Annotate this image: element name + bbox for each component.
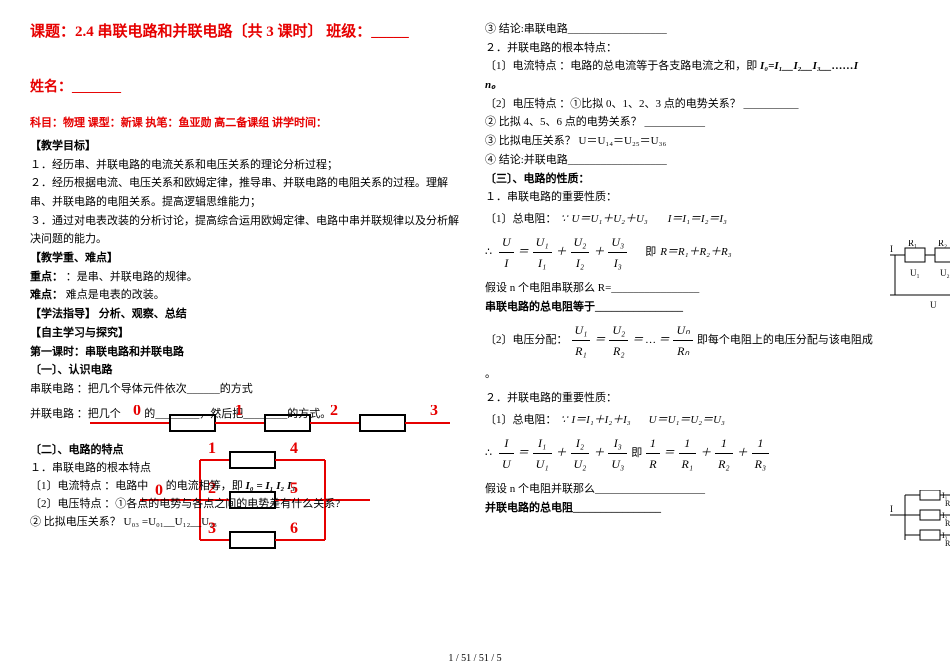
eq-series-u: U＝U₁＋U₂＋U₃ [572,210,648,229]
r-parallel-current-text: 〔1〕电流特点 ：电路的总电流等于各支路电流之和，即 [485,60,757,72]
name-line: 姓名：_______ [30,76,460,100]
emphasis-text: ：是串、并联电路的规律。 [66,271,198,283]
r-series-props: １．串联电路的重要性质： [485,188,920,207]
difficulty-text: 难点是电表的改装。 [66,289,165,301]
r-voltage-dist-label: 〔2〕电压分配： [485,331,568,350]
page-footer: 1 / 51 / 51 / 5 [0,653,950,664]
eq-par-i: I＝I₁＋I₂＋I₃ [572,411,631,430]
label-pi: I [890,504,893,514]
r-parallel-v3-text: ③ 比拟电压关系？ U＝U₁₄＝U₂₅＝U₃₆ [485,135,666,147]
r-conclusion-series: ③ 结论:串联电路__________________ [485,20,920,39]
series-current-a: 〔1〕电流特点 ：电路中 [30,480,148,492]
r-voltage-dist: 〔2〕电压分配： U₁R₁ ＝ U₂R₂ ＝ … ＝ UₙRₙ 即每个电阻上的电… [485,320,920,362]
heading-section1: 〔一〕、认识电路 [30,361,460,380]
r-parallel-v3: ③ 比拟电压关系？ U＝U₁₄＝U₂₅＝U₃₆ [485,132,920,151]
label-u1: U₁ [910,268,920,278]
label-u2: U₂ [940,268,950,278]
right-column: ③ 结论:串联电路__________________ ２．并联电路的根本特点：… [485,20,920,565]
series-current: 〔1〕电流特点 ：电路中 的电流相等，即 I₀ = I₁ I₂ I₃ [30,477,295,496]
eq-series-i: I＝I₁＝I₂＝I₃ [668,210,727,229]
series-voltage-compare: ② 比拟电压关系？ U₀₃ =U₀₁__U₁₂__U₂₃ [30,513,217,532]
series-def: 串联电路 ：把几个导体元件依次______的方式 [30,380,460,399]
difficulty-1: 难点： 难点是电表的改装。 [30,286,460,305]
r-series-total-eq: 串联电路的总电阻等于________________ [485,298,920,317]
r-parallel-derivation: ∴ IU ＝ I₁U₁ ＋ I₂U₂ ＋ I₃U₃ 即 1R ＝ 1R₁ ＋ 1… [485,433,920,475]
title-text: 课题：2.4 串联电路和并联电路〔共 3 课时〕 班级：_____ [30,24,409,40]
r-parallel-props: ２．并联电路的重要性质： [485,389,920,408]
goal-3: ３．通过对电表改装的分析讨论，提高综合运用欧姆定律、电路中串并联规律以及分析解决… [30,212,460,249]
r-parallel-current: 〔1〕电流特点 ：电路的总电流等于各支路电流之和，即 I₀=I₁__I₂__I₃… [485,57,920,76]
r-parallel-total-r: 〔1〕总电阻： ∵ I＝I₁＋I₂＋I₃ U＝U₁＝U₂＝U₃ [485,411,920,430]
emphasis-1: 重点： ：是串、并联电路的规律。 [30,268,460,287]
series-voltage: 〔2〕电压特点 ：①各点的电势与各点之间的电势差有什么关系? [30,495,340,514]
r-total-r-label: 〔1〕总电阻： [485,210,557,229]
meta-line: 科目：物理 课型：新课 执笔：鱼亚勋 高二备课组 讲学时间： [30,114,460,133]
pnode-6: 6 [290,520,298,537]
heading-emphasis: 【教学重、难点】 [30,249,460,268]
goal-2: ２．经历根据电流、电压关系和欧姆定律，推导串、并联电路的电阻关系的过程。理解串、… [30,174,460,211]
parallel-circuit-icon: I₁ I₂ I₃ R₁ R₂ R₃ I [890,490,950,570]
series-i0-eq: I₀ = I₁ I₂ I₃ [246,480,296,492]
r-parallel-current-eq: I₀=I₁__I₂__I₃__……I [760,60,858,72]
r-in: n。 [485,76,920,95]
label-r2: R₂ [938,240,947,248]
left-column: 课题：2.4 串联电路和并联电路〔共 3 课时〕 班级：_____ 姓名：___… [30,20,460,565]
node-1: 1 [235,405,243,419]
heading-method: 【学法指导】 分析、观察、总结 [30,305,460,324]
r-n-parallel: 假设 n 个电阻并联那么____________________ [485,480,920,499]
label-r1: R₁ [908,240,917,248]
pnode-4: 4 [290,440,298,457]
lesson-title: 课题：2.4 串联电路和并联电路〔共 3 课时〕 班级：_____ [30,20,460,46]
eq-par-u: U＝U₁＝U₂＝U₃ [649,411,725,430]
r-in-n: n。 [485,79,502,91]
emphasis-label: 重点： [30,271,63,283]
label-pr2: R₂ [945,519,950,528]
r-voltage-dist-end: 。 [485,365,920,384]
r-n-series: 假设 n 个电阻串联那么 R=________________ [485,279,920,298]
series-current-b: 的电流相等，即 [166,480,243,492]
r-par-total-label: 〔1〕总电阻： [485,411,557,430]
heading-lesson1: 第一课时：串联电路和并联电路 [30,343,460,362]
r-parallel-v2: ② 比拟 4、5、6 点的电势关系？ ___________ [485,113,920,132]
r-series-total-r: 〔1〕总电阻： ∵ U＝U₁＋U₂＋U₃ I＝I₁＝I₂＝I₃ [485,210,920,229]
r-ie: 即 [645,243,656,262]
r-voltage-dist-tail: 即每个电阻上的电压分配与该电阻成 [697,331,873,350]
eq-series-r: R＝R₁＋R₂＋R₃ [660,243,731,262]
series-circuit-icon: R₁ R₂ U₁ U₂ U I [890,240,950,320]
heading-section2: 〔二〕、电路的特点 [30,441,124,460]
r-parallel-basic: ２．并联电路的根本特点： [485,39,920,58]
goal-1: １．经历串、并联电路的电流关系和电压关系的理论分析过程； [30,156,460,175]
pnode-1: 1 [208,440,216,457]
label-pr3: R₃ [945,539,950,548]
label-pr1: R₁ [945,499,950,508]
node-3: 3 [430,405,438,419]
series-basic: １．串联电路的根本特点 [30,459,151,478]
label-u: U [930,300,937,310]
heading-study: 【自主学习与探究】 [30,324,460,343]
r-parallel-total-eq: 并联电路的总电阻________________ [485,499,920,518]
node-0: 0 [133,405,141,419]
r-series-derivation: ∴ UI ＝ U₁I₁ ＋ U₂I₂ ＋ U₃I₃ 即 R＝R₁＋R₂＋R₃ [485,232,920,274]
r-conclusion-parallel: ④ 结论:并联电路__________________ [485,151,920,170]
heading-goals: 【教学目标】 [30,137,460,156]
r-par-ie: 即 [631,444,642,463]
r-parallel-v1: 〔2〕电压特点 ：①比拟 0、1、2、3 点的电势关系？ __________ [485,95,920,114]
node-2: 2 [330,405,338,419]
label-i: I [890,244,893,254]
difficulty-label: 难点： [30,289,63,301]
r-heading-props: 〔三〕、电路的性质： [485,170,920,189]
